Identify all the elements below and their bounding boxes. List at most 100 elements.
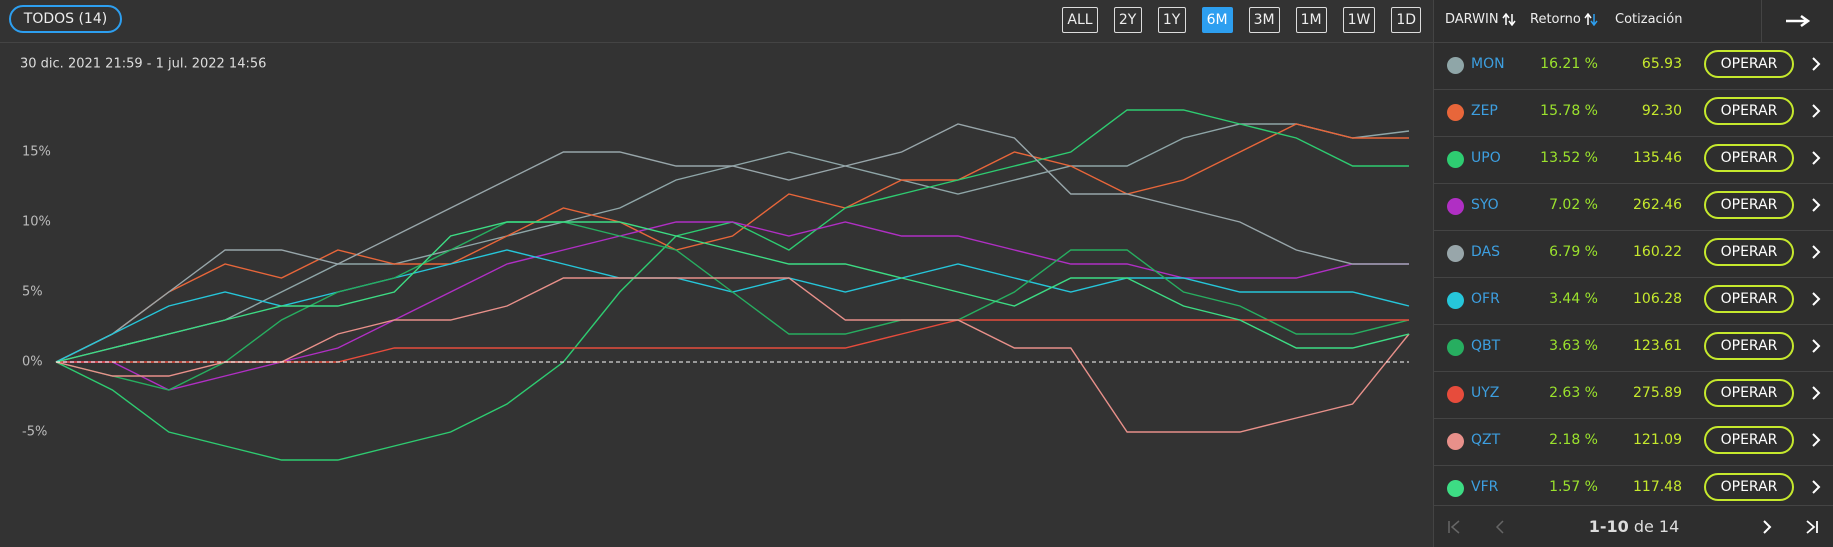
chevron-icon — [1812, 151, 1821, 165]
price: 275.89 — [1633, 385, 1682, 401]
return: 15.78 % — [1540, 103, 1598, 119]
darwin-name[interactable]: QZT — [1471, 432, 1501, 448]
chevron-icon — [1812, 339, 1821, 353]
series-line — [55, 221, 1410, 363]
row-chevron[interactable] — [1810, 478, 1822, 500]
darwin-name[interactable]: QBT — [1471, 338, 1501, 354]
price: 117.48 — [1633, 479, 1682, 495]
table-row: OFR 3.44 % 106.28 OPERAR — [1434, 277, 1833, 325]
darwin-name[interactable]: SYO — [1471, 197, 1499, 213]
operate-button[interactable]: OPERAR — [1704, 426, 1794, 454]
next-page[interactable] — [1759, 519, 1775, 535]
row-chevron[interactable] — [1810, 149, 1822, 171]
color-dot — [1447, 57, 1464, 74]
operate-button[interactable]: OPERAR — [1704, 144, 1794, 172]
period-button[interactable]: 1M — [1295, 7, 1327, 33]
y-tick-label: 0% — [22, 355, 43, 370]
table-row: QBT 3.63 % 123.61 OPERAR — [1434, 324, 1833, 372]
series-line — [55, 249, 1410, 363]
operate-button[interactable]: OPERAR — [1704, 332, 1794, 360]
y-tick-label: 10% — [22, 215, 51, 230]
prev-page[interactable] — [1492, 519, 1508, 535]
filter-button[interactable]: TODOS (14) — [9, 5, 122, 33]
color-dot — [1447, 480, 1464, 497]
return: 13.52 % — [1540, 150, 1598, 166]
operate-button[interactable]: OPERAR — [1704, 285, 1794, 313]
header-cell: Cotización — [1615, 12, 1682, 27]
header-cell[interactable]: Retorno — [1530, 12, 1598, 27]
series-line — [55, 123, 1409, 363]
chevron-icon — [1812, 57, 1821, 71]
period-button[interactable]: 1Y — [1157, 7, 1186, 33]
row-chevron[interactable] — [1810, 196, 1822, 218]
price: 65.93 — [1641, 56, 1682, 72]
return: 3.44 % — [1549, 291, 1598, 307]
darwin-name[interactable]: ZEP — [1471, 103, 1498, 119]
darwin-name[interactable]: OFR — [1471, 291, 1500, 307]
sort-icon — [1501, 13, 1516, 26]
chevron-icon — [1812, 104, 1821, 118]
page-total: de 14 — [1633, 517, 1680, 536]
operate-button[interactable]: OPERAR — [1704, 191, 1794, 219]
return: 6.79 % — [1549, 244, 1598, 260]
table-row: SYO 7.02 % 262.46 OPERAR — [1434, 183, 1833, 231]
series-line — [56, 319, 1409, 363]
operate-button[interactable]: OPERAR — [1704, 473, 1794, 501]
ranking-panel: MON 16.21 % 65.93 OPERAR ZEP 15.78 % 92.30 OPER… — [1433, 0, 1833, 547]
price: 135.46 — [1633, 150, 1682, 166]
header-cell[interactable]: DARWIN — [1445, 12, 1516, 27]
series-line — [55, 109, 1409, 461]
darwin-name[interactable]: UYZ — [1471, 385, 1500, 401]
period-button[interactable]: 1D — [1391, 7, 1421, 33]
return: 3.63 % — [1549, 338, 1598, 354]
period-button[interactable]: 2Y — [1113, 7, 1142, 33]
row-chevron[interactable] — [1810, 102, 1822, 124]
price: 106.28 — [1633, 291, 1682, 307]
y-tick-label: 15% — [22, 145, 51, 160]
row-chevron[interactable] — [1810, 384, 1822, 406]
expand-button[interactable] — [1761, 0, 1833, 42]
return: 1.57 % — [1549, 479, 1598, 495]
table-row: QZT 2.18 % 121.09 OPERAR — [1434, 418, 1833, 466]
page-range: 1-10 — [1588, 517, 1629, 536]
header-label: DARWIN — [1445, 12, 1499, 27]
period-button[interactable]: 1W — [1342, 7, 1376, 33]
operate-button[interactable]: OPERAR — [1704, 238, 1794, 266]
chevron-icon — [1812, 386, 1821, 400]
pagination: 1-10 de 14 — [1434, 505, 1833, 547]
toolbar: TODOS (14) ALL 2Y 1Y 6M 3M 1M 1W 1D — [0, 0, 1433, 43]
page-info: 1-10 de 14 — [1434, 517, 1833, 536]
darwin-name[interactable]: VFR — [1471, 479, 1499, 495]
chevron-icon — [1812, 433, 1821, 447]
table-row: VFR 1.57 % 117.48 OPERAR — [1434, 465, 1833, 513]
row-chevron[interactable] — [1810, 337, 1822, 359]
row-chevron[interactable] — [1810, 431, 1822, 453]
price: 160.22 — [1633, 244, 1682, 260]
y-tick-label: 5% — [22, 285, 43, 300]
period-button[interactable]: 6M — [1201, 7, 1233, 33]
row-chevron[interactable] — [1810, 243, 1822, 265]
operate-button[interactable]: OPERAR — [1704, 50, 1794, 78]
darwin-name[interactable]: UPO — [1471, 150, 1501, 166]
return: 16.21 % — [1540, 56, 1598, 72]
darwin-name[interactable]: DAS — [1471, 244, 1500, 260]
period-button[interactable]: 3M — [1248, 7, 1280, 33]
chart: 30 dic. 2021 21:59 - 1 jul. 2022 14:56 -… — [20, 57, 1410, 461]
price: 121.09 — [1633, 432, 1682, 448]
chevron-icon — [1812, 480, 1821, 494]
operate-button[interactable]: OPERAR — [1704, 379, 1794, 407]
return: 2.63 % — [1549, 385, 1598, 401]
darwin-name[interactable]: MON — [1471, 56, 1505, 72]
first-page[interactable] — [1446, 519, 1462, 535]
period-button[interactable]: ALL — [1062, 7, 1098, 33]
operate-button[interactable]: OPERAR — [1704, 97, 1794, 125]
table-row: DAS 6.79 % 160.22 OPERAR — [1434, 230, 1833, 278]
last-page[interactable] — [1804, 519, 1820, 535]
table-header: DARWIN Retorno Cotización — [1434, 0, 1833, 43]
color-dot — [1447, 198, 1464, 215]
row-chevron[interactable] — [1810, 290, 1822, 312]
chevron-icon — [1812, 198, 1821, 212]
return: 7.02 % — [1549, 197, 1598, 213]
row-chevron[interactable] — [1810, 55, 1822, 77]
color-dot — [1447, 104, 1464, 121]
